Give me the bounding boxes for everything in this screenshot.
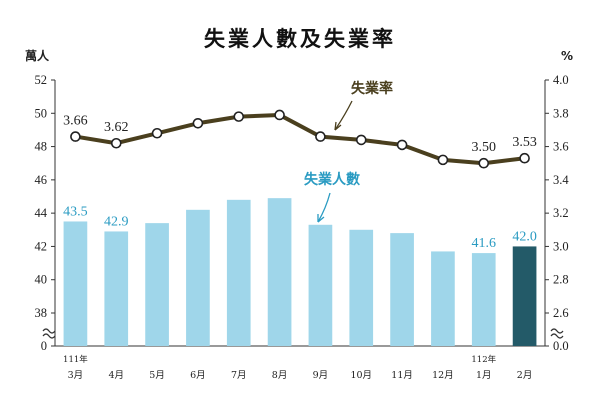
chart-title: 失業人數及失業率 <box>204 27 396 51</box>
series-arrow-rate <box>334 100 353 131</box>
line-point <box>437 154 449 166</box>
line-point <box>519 152 530 164</box>
axis-break-mark <box>42 328 56 334</box>
bar <box>186 209 210 346</box>
series-label-count: 失業人數 <box>304 171 360 188</box>
right-tick-label: 4.0 <box>553 73 569 87</box>
bar <box>145 223 169 346</box>
bar <box>308 224 333 346</box>
x-tick-label: 3月 <box>68 370 84 381</box>
bar <box>267 198 292 346</box>
year-label: 111年 <box>63 354 88 365</box>
bar <box>431 251 455 346</box>
right-tick-label: 2.6 <box>553 306 569 320</box>
x-tick-label: 7月 <box>231 370 247 381</box>
bars <box>63 198 537 346</box>
line-point <box>315 131 326 142</box>
line-data-label: 3.62 <box>104 120 129 135</box>
bar <box>349 229 374 346</box>
left-tick-label: 42 <box>35 239 48 253</box>
left-tick-label: 46 <box>35 173 48 187</box>
axes: 0 38 40 42 44 46 48 50 52 0.0 2.6 2.8 3.0 3.2 3.4 3.6 3.… <box>25 48 573 381</box>
x-tick-label: 12月 <box>432 370 454 381</box>
line-point <box>478 157 490 169</box>
bar <box>63 221 88 346</box>
left-tick-label: 48 <box>35 140 48 154</box>
line-point <box>396 139 408 151</box>
bar <box>226 199 251 346</box>
bar-data-label: 42.0 <box>512 229 537 244</box>
axis-break-mark <box>42 333 56 339</box>
line-data-label: 3.66 <box>63 114 88 129</box>
right-tick-label: 2.8 <box>553 273 569 287</box>
line-point <box>151 127 163 139</box>
line-point <box>110 137 122 149</box>
line-point <box>355 134 367 146</box>
bar <box>512 246 537 346</box>
line-series <box>70 109 530 169</box>
x-tick-label: 5月 <box>149 370 165 381</box>
bar-data-label: 43.5 <box>63 204 88 219</box>
x-tick-label: 10月 <box>350 370 372 381</box>
left-tick-label: 40 <box>35 273 48 287</box>
bar <box>104 231 129 346</box>
line-path <box>75 112 525 166</box>
x-tick-label: 1月 <box>476 370 492 381</box>
bar <box>471 253 496 346</box>
line-point <box>70 131 81 142</box>
axis-break-mark <box>550 333 564 339</box>
left-tick-label: 44 <box>35 206 48 220</box>
series-label-rate: 失業率 <box>351 80 393 97</box>
right-tick-label: 3.0 <box>553 239 569 253</box>
line-point <box>192 117 204 129</box>
x-tick-label: 6月 <box>190 370 206 381</box>
series-arrowhead-rate <box>334 121 342 131</box>
line-data-label: 3.53 <box>512 135 537 150</box>
series-arrowhead-count <box>317 214 325 223</box>
x-tick-label: 2月 <box>517 370 533 381</box>
left-axis-unit: 萬人 <box>25 48 50 63</box>
x-tick-label: 11月 <box>391 370 413 381</box>
axis-break-mark <box>550 328 564 334</box>
x-tick-label: 8月 <box>272 370 288 381</box>
year-label: 112年 <box>471 354 496 365</box>
series-arrow-count <box>317 192 331 223</box>
right-axis-unit: % <box>561 49 573 63</box>
left-tick-label: 52 <box>35 73 48 87</box>
line-data-label: 3.50 <box>472 140 497 155</box>
bar <box>390 233 414 346</box>
line-point <box>233 111 245 122</box>
x-tick-label: 4月 <box>108 370 124 381</box>
left-tick-label: 0 <box>41 339 47 353</box>
line-point <box>274 109 285 121</box>
bar-data-label: 41.6 <box>472 236 497 251</box>
right-tick-label: 3.4 <box>553 173 569 187</box>
x-tick-label: 9月 <box>313 370 329 381</box>
right-tick-label: 3.6 <box>553 140 569 154</box>
left-tick-label: 38 <box>35 306 48 320</box>
bar-data-label: 42.9 <box>104 214 129 229</box>
right-tick-label: 3.2 <box>553 206 569 220</box>
right-tick-label: 0.0 <box>553 339 569 353</box>
left-tick-label: 50 <box>35 106 48 120</box>
right-tick-label: 3.8 <box>553 106 569 120</box>
